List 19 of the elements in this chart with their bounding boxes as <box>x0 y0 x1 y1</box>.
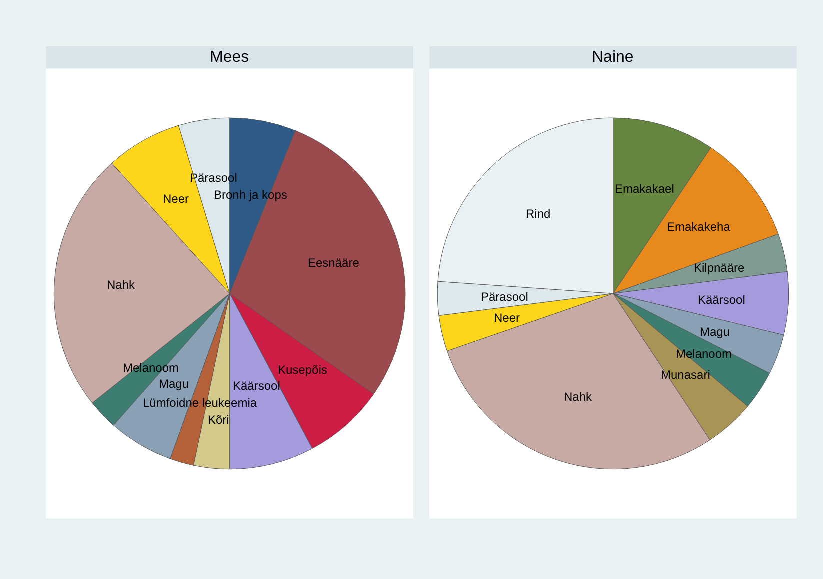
slice-label: Kusepõis <box>278 363 328 377</box>
chart-title: Naine <box>592 49 634 66</box>
slice-label: Eesnääre <box>308 256 360 270</box>
slice-label: Neer <box>163 192 190 206</box>
slice-label: Emakakeha <box>667 220 731 234</box>
slice-label: Magu <box>159 377 190 391</box>
slice-label: Nahk <box>107 278 136 292</box>
slice-label: Käärsool <box>233 379 280 393</box>
slice-label: Neer <box>494 311 520 325</box>
slice-label: Nahk <box>564 390 594 404</box>
slice-label: Emakakael <box>615 182 674 196</box>
slice-label: Rind <box>526 207 551 221</box>
slice-label: Magu <box>700 325 730 339</box>
slice-label: Kõri <box>208 413 230 427</box>
slice-label: Käärsool <box>698 293 746 307</box>
chart-title: Mees <box>210 49 250 66</box>
slice-label: Kilpnääre <box>694 261 746 275</box>
slice-label: Pärasool <box>481 290 528 304</box>
slice-label: Munasari <box>661 368 710 382</box>
